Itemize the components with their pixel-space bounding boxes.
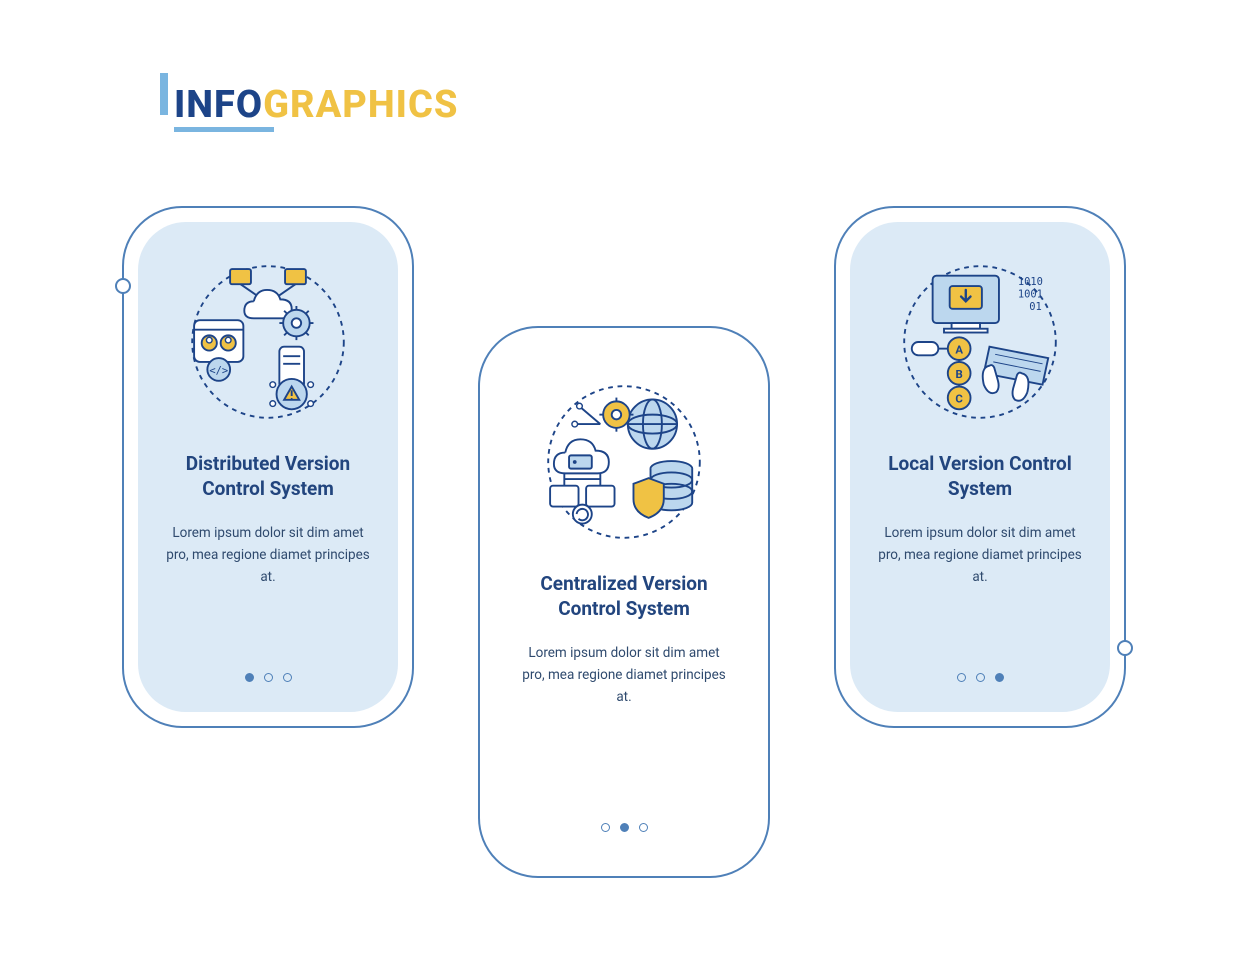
dots-indicator (245, 673, 292, 682)
dot-1 (957, 673, 966, 682)
card-title: Distributed Version Control System (160, 452, 376, 501)
card-border: 1010 1001 01 A B C (834, 206, 1126, 728)
svg-text:1001: 1001 (1018, 288, 1043, 300)
title-info: INFO (174, 83, 263, 127)
dot-2 (976, 673, 985, 682)
centralized-icon (529, 372, 719, 552)
connector-knob (1117, 640, 1133, 656)
dot-1 (601, 823, 610, 832)
dot-1 (245, 673, 254, 682)
svg-text:01: 01 (1029, 301, 1042, 313)
dot-3 (283, 673, 292, 682)
svg-text:A: A (955, 342, 963, 356)
infographic-header: INFO GRAPHICS (160, 75, 458, 127)
connector-knob (115, 278, 131, 294)
accent-bar (160, 73, 168, 115)
card-description: Lorem ipsum dolor sit dim amet pro, mea … (516, 643, 732, 708)
svg-text:B: B (956, 367, 963, 381)
dot-3 (639, 823, 648, 832)
svg-text:1010: 1010 (1018, 276, 1043, 288)
title-underline (174, 127, 274, 132)
svg-text:C: C (955, 392, 963, 406)
card-title: Centralized Version Control System (516, 572, 732, 621)
card-inner: 1010 1001 01 A B C (850, 222, 1110, 712)
card-inner: Centralized Version Control System Lorem… (494, 342, 754, 862)
title-graphics: GRAPHICS (263, 83, 458, 127)
card-centralized: Centralized Version Control System Lorem… (478, 326, 770, 878)
card-local: 1010 1001 01 A B C (834, 206, 1126, 728)
title-row: INFO GRAPHICS (160, 75, 458, 127)
card-distributed: </> (122, 206, 414, 728)
dot-3 (995, 673, 1004, 682)
distributed-icon: </> (173, 252, 363, 432)
dots-indicator (601, 823, 648, 832)
cards-container: </> (122, 206, 1128, 878)
local-icon: 1010 1001 01 A B C (885, 252, 1075, 432)
card-border: Centralized Version Control System Lorem… (478, 326, 770, 878)
svg-text:</>: </> (209, 365, 228, 377)
dots-indicator (957, 673, 1004, 682)
card-description: Lorem ipsum dolor sit dim amet pro, mea … (872, 523, 1088, 588)
dot-2 (620, 823, 629, 832)
dot-2 (264, 673, 273, 682)
card-description: Lorem ipsum dolor sit dim amet pro, mea … (160, 523, 376, 588)
card-border: </> (122, 206, 414, 728)
card-inner: </> (138, 222, 398, 712)
card-title: Local Version Control System (872, 452, 1088, 501)
